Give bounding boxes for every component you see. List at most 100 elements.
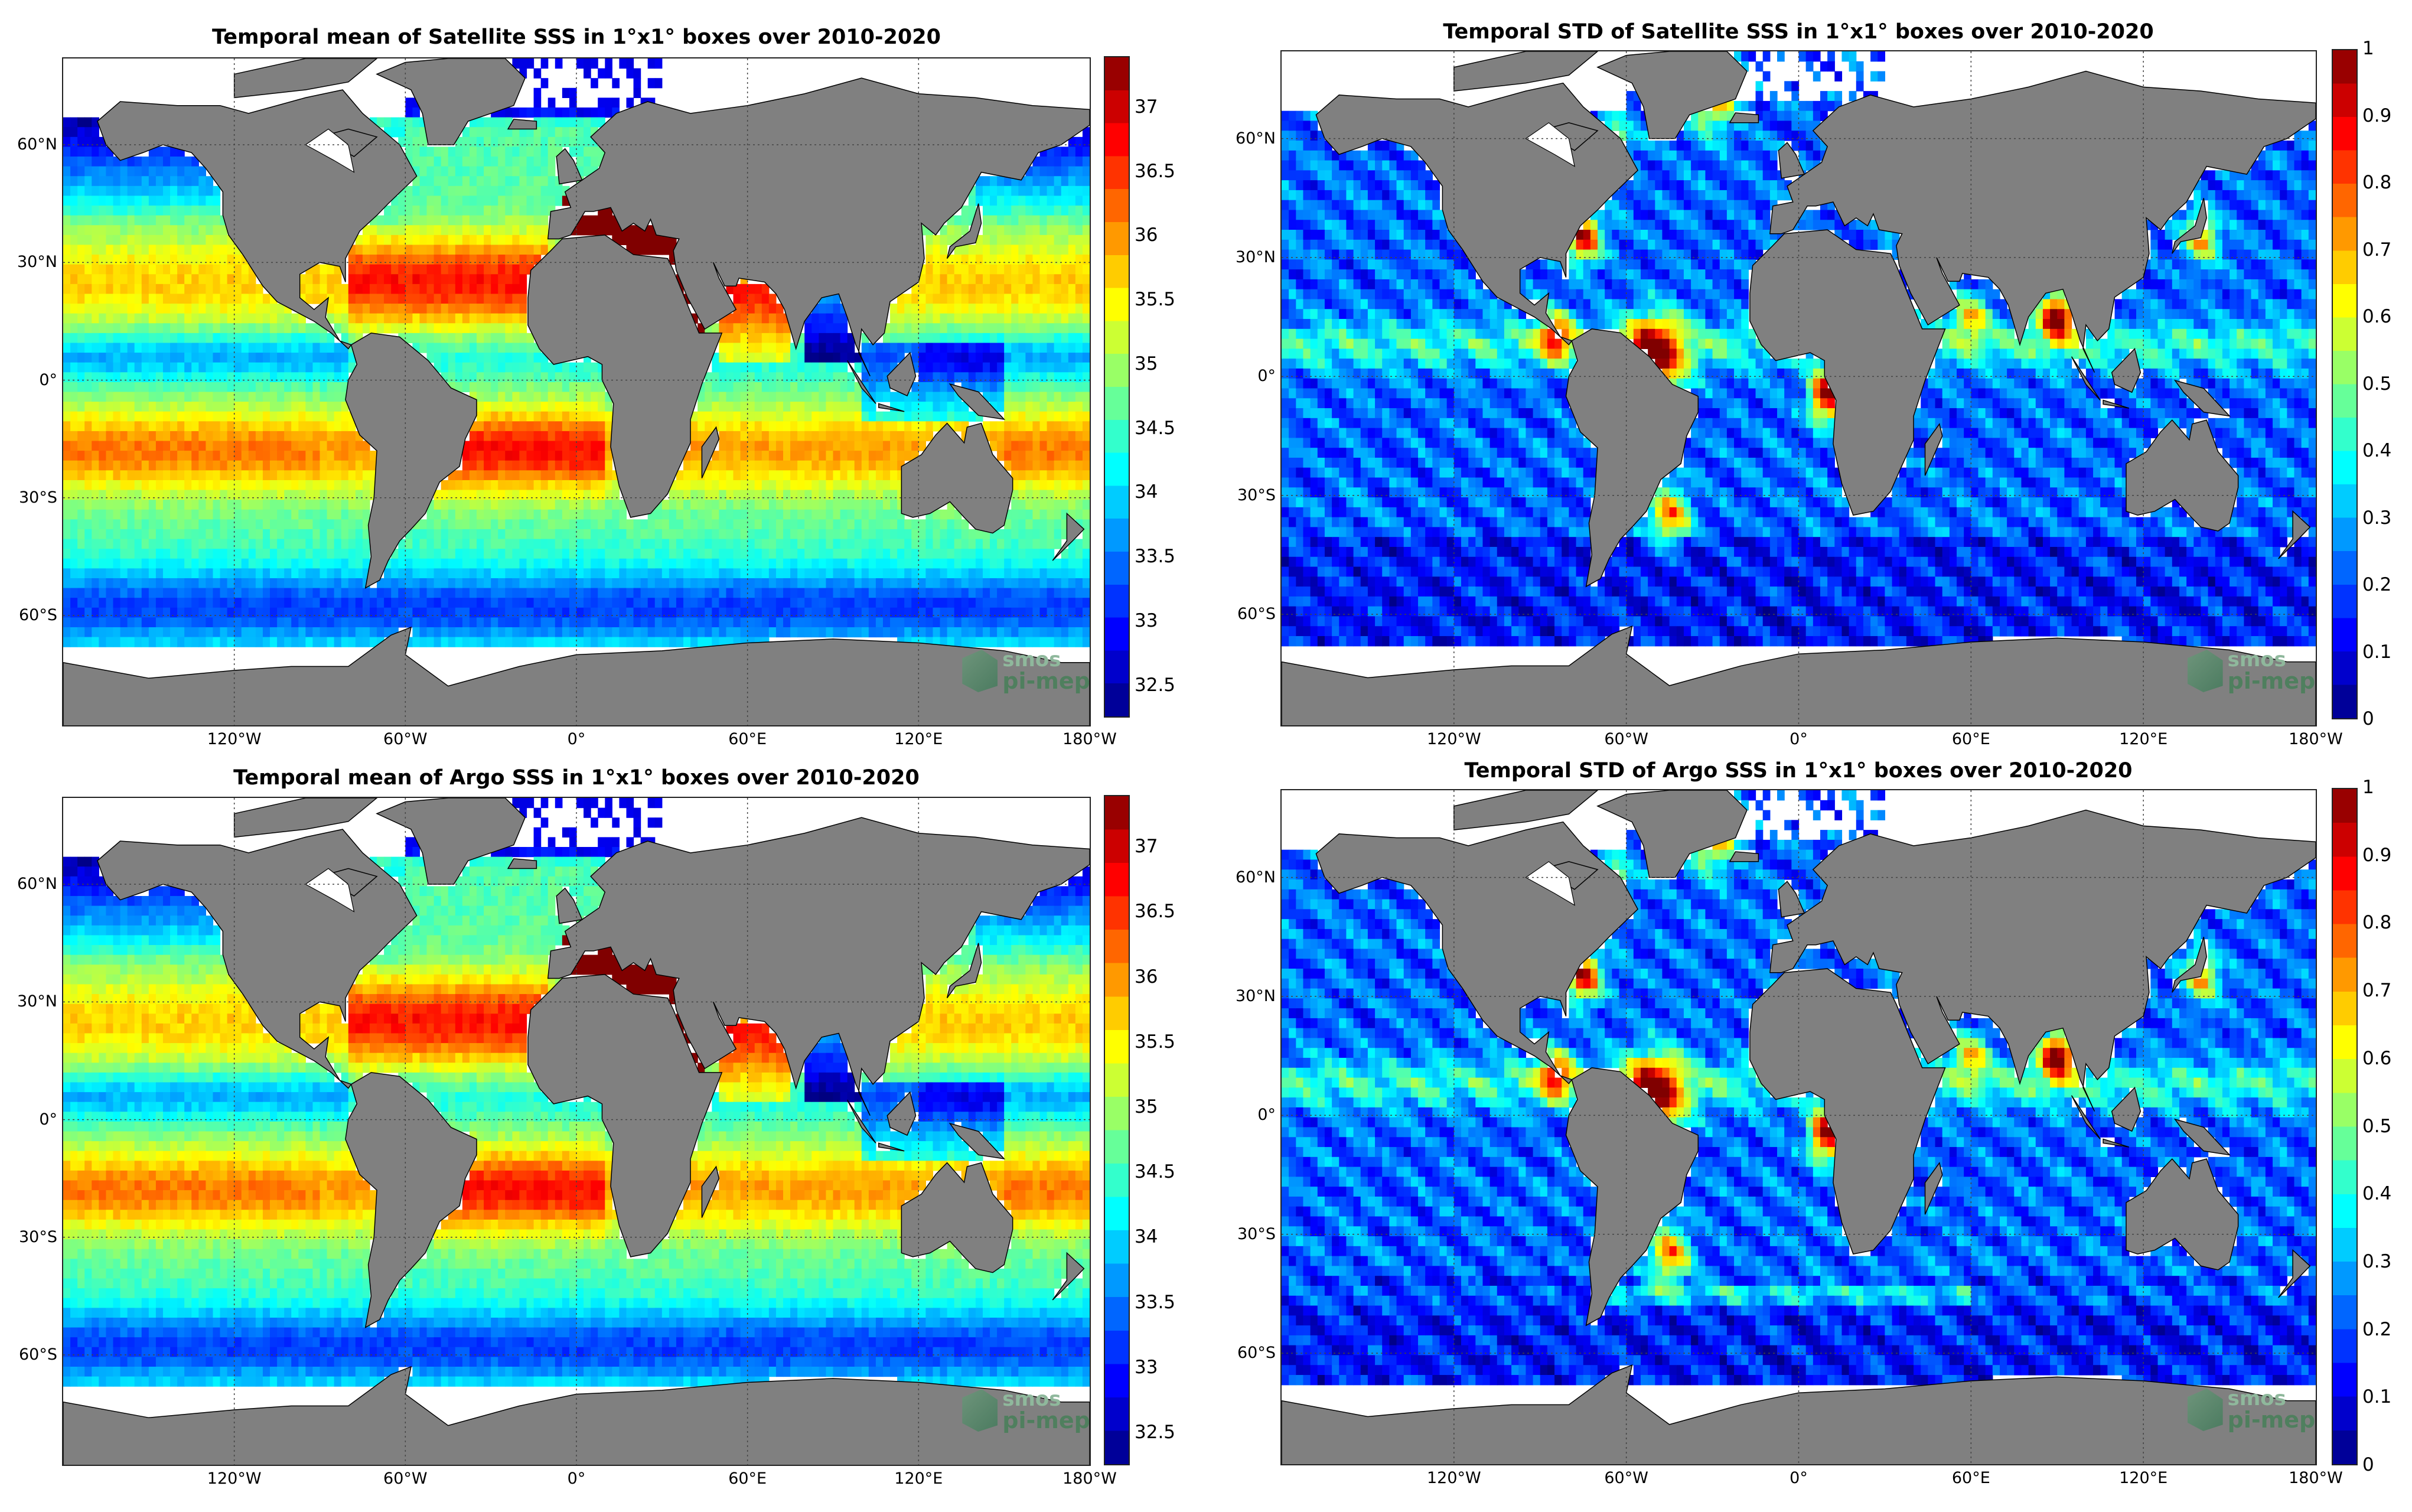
y-tick-label: 30°S <box>1217 1225 1276 1243</box>
y-tick-label: 0° <box>0 1110 57 1129</box>
colorbar-tick-label: 35.5 <box>1135 289 1175 310</box>
colorbar <box>1104 795 1130 1465</box>
colorbar-tick-label: 0.8 <box>2362 912 2391 933</box>
colorbar-tick-label: 36 <box>1135 224 1158 246</box>
map-frame <box>1280 50 2317 726</box>
map-frame <box>62 797 1091 1466</box>
x-tick-label: 120°E <box>894 1469 943 1488</box>
colorbar-tick-label: 32.5 <box>1135 1422 1175 1443</box>
x-tick-label: 180°W <box>1062 730 1117 748</box>
salinity-map <box>1282 790 2316 1464</box>
colorbar <box>2332 788 2358 1465</box>
colorbar-tick-label: 0.9 <box>2362 105 2391 126</box>
x-tick-label: 0° <box>1790 1469 1808 1487</box>
logo-mark-icon <box>962 1389 998 1432</box>
colorbar-tick-label: 0.4 <box>2362 440 2391 461</box>
colorbar-tick-label: 0.5 <box>2362 1116 2391 1137</box>
y-tick-label: 60°N <box>1217 868 1276 887</box>
colorbar-tick-label: 0.2 <box>2362 1319 2391 1340</box>
x-tick-label: 180°W <box>2289 1469 2343 1487</box>
colorbar-tick-label: 33 <box>1135 610 1158 631</box>
y-tick-label: 30°S <box>0 1228 57 1246</box>
salinity-map <box>1282 51 2316 725</box>
colorbar-tick-label: 36 <box>1135 966 1158 988</box>
y-tick-label: 60°N <box>0 135 57 154</box>
x-tick-label: 60°E <box>728 730 767 748</box>
colorbar-tick-label: 0.7 <box>2362 980 2391 1001</box>
panel-title: Temporal mean of Satellite SSS in 1°x1° … <box>0 25 1167 49</box>
logo-mark-icon <box>2187 1389 2223 1431</box>
colorbar-tick-label: 34 <box>1135 1226 1158 1247</box>
colorbar-tick-label: 1 <box>2362 38 2374 59</box>
logo-line2: pi-mep <box>1002 1409 1090 1432</box>
x-tick-label: 60°E <box>1952 730 1990 748</box>
y-tick-label: 30°N <box>1217 248 1276 266</box>
colorbar-tick-label: 1 <box>2362 777 2374 798</box>
colorbar-tick-label: 0.6 <box>2362 306 2391 327</box>
colorbar-tick-label: 33.5 <box>1135 1292 1175 1313</box>
colorbar <box>2332 49 2358 719</box>
colorbar-tick-label: 0.8 <box>2362 172 2391 193</box>
colorbar-tick-label: 33.5 <box>1135 546 1175 567</box>
x-tick-label: 0° <box>568 1469 586 1488</box>
colorbar-tick-label: 35 <box>1135 353 1158 374</box>
y-tick-label: 60°S <box>1217 605 1276 623</box>
logo-line1: smos <box>1002 650 1090 670</box>
x-tick-label: 60°W <box>383 1469 428 1488</box>
logo-line2: pi-mep <box>1002 670 1090 692</box>
y-tick-label: 60°N <box>0 875 57 893</box>
x-tick-label: 0° <box>1790 730 1808 748</box>
logo-line2: pi-mep <box>2228 670 2316 692</box>
x-tick-label: 60°W <box>1604 730 1648 748</box>
salinity-map <box>63 58 1090 725</box>
x-tick-label: 120°W <box>207 730 262 748</box>
y-tick-label: 0° <box>1217 367 1276 385</box>
colorbar-tick-label: 36.5 <box>1135 161 1175 182</box>
logo-line1: smos <box>2228 1389 2316 1409</box>
y-tick-label: 60°S <box>1217 1344 1276 1362</box>
logo-line1: smos <box>1002 1389 1090 1409</box>
x-tick-label: 120°E <box>2119 1469 2167 1487</box>
colorbar-tick-label: 0 <box>2362 1454 2374 1475</box>
graticule <box>63 798 1090 1465</box>
map-frame <box>1280 789 2317 1465</box>
colorbar-tick-label: 32.5 <box>1135 674 1175 696</box>
panel-title: Temporal mean of Argo SSS in 1°x1° boxes… <box>0 766 1167 790</box>
map-frame <box>62 57 1091 726</box>
x-tick-label: 60°W <box>1604 1469 1648 1487</box>
x-tick-label: 0° <box>568 730 586 748</box>
logo-line2: pi-mep <box>2228 1409 2316 1431</box>
colorbar-tick-label: 33 <box>1135 1357 1158 1378</box>
colorbar-tick-label: 36.5 <box>1135 901 1175 922</box>
x-tick-label: 180°W <box>2289 730 2343 748</box>
y-tick-label: 0° <box>1217 1106 1276 1124</box>
x-tick-label: 120°W <box>1427 1469 1481 1487</box>
colorbar-tick-label: 35 <box>1135 1096 1158 1117</box>
x-tick-label: 120°W <box>207 1469 262 1488</box>
graticule <box>63 58 1090 725</box>
y-tick-label: 30°N <box>0 253 57 271</box>
x-tick-label: 60°E <box>1952 1469 1990 1487</box>
x-tick-label: 180°W <box>1062 1469 1117 1488</box>
colorbar-tick-label: 37 <box>1135 836 1158 857</box>
colorbar-tick-label: 0.1 <box>2362 641 2391 663</box>
smos-pimep-logo: smos pi-mep <box>962 650 1090 692</box>
colorbar-tick-label: 34 <box>1135 481 1158 503</box>
logo-line1: smos <box>2228 650 2316 670</box>
colorbar-tick-label: 0.7 <box>2362 239 2391 260</box>
colorbar-tick-label: 34.5 <box>1135 418 1175 439</box>
x-tick-label: 60°W <box>383 730 428 748</box>
data-field <box>1282 790 2316 1386</box>
colorbar-tick-label: 0.3 <box>2362 507 2391 529</box>
smos-pimep-logo: smos pi-mep <box>962 1389 1090 1432</box>
colorbar-tick-label: 0.1 <box>2362 1386 2391 1407</box>
colorbar <box>1104 56 1130 718</box>
colorbar-tick-label: 37 <box>1135 96 1158 118</box>
colorbar-tick-label: 0.3 <box>2362 1251 2391 1272</box>
x-tick-label: 120°W <box>1427 730 1481 748</box>
colorbar-tick-label: 0.2 <box>2362 574 2391 595</box>
x-tick-label: 120°E <box>894 730 943 748</box>
x-tick-label: 120°E <box>2119 730 2167 748</box>
smos-pimep-logo: smos pi-mep <box>2187 650 2316 692</box>
y-tick-label: 60°S <box>0 1345 57 1364</box>
